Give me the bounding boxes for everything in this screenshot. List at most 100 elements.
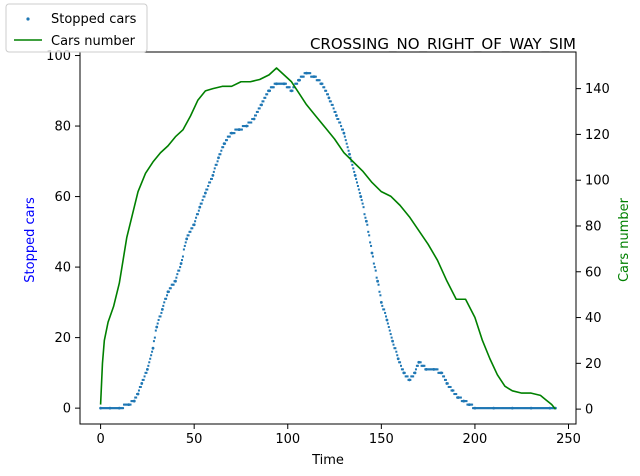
data-point-stopped-cars xyxy=(348,153,351,156)
data-point-stopped-cars xyxy=(389,333,392,336)
data-point-stopped-cars xyxy=(184,241,187,244)
data-point-stopped-cars xyxy=(200,202,203,205)
y-tick-label-left: 60 xyxy=(54,190,71,205)
data-point-stopped-cars xyxy=(260,103,263,106)
data-point-stopped-cars xyxy=(446,382,449,385)
y-axis-label-left: Stopped cars xyxy=(23,197,38,283)
data-point-stopped-cars xyxy=(206,188,209,191)
data-point-stopped-cars xyxy=(379,294,382,297)
y-tick-label-right: 80 xyxy=(585,219,602,234)
data-point-stopped-cars xyxy=(335,114,338,117)
y-tick-label-left: 40 xyxy=(54,261,71,276)
data-point-stopped-cars xyxy=(436,368,439,371)
data-point-stopped-cars xyxy=(359,195,362,198)
data-point-stopped-cars xyxy=(143,375,146,378)
data-point-stopped-cars xyxy=(198,206,201,209)
data-point-stopped-cars xyxy=(357,188,360,191)
data-point-stopped-cars xyxy=(150,354,153,357)
data-point-stopped-cars xyxy=(207,184,210,187)
data-point-stopped-cars xyxy=(355,177,358,180)
data-point-stopped-cars xyxy=(369,241,372,244)
data-point-stopped-cars xyxy=(256,110,259,113)
data-point-stopped-cars xyxy=(341,128,344,131)
data-point-stopped-cars xyxy=(443,375,446,378)
data-point-stopped-cars xyxy=(222,146,225,149)
data-point-stopped-cars xyxy=(325,89,328,92)
data-point-stopped-cars xyxy=(137,393,140,396)
data-point-stopped-cars xyxy=(364,216,367,219)
data-point-stopped-cars xyxy=(291,89,294,92)
data-point-stopped-cars xyxy=(133,400,136,403)
data-point-stopped-cars xyxy=(356,184,359,187)
data-point-stopped-cars xyxy=(272,86,275,89)
data-point-stopped-cars xyxy=(266,93,269,96)
data-point-stopped-cars xyxy=(250,121,253,124)
data-point-stopped-cars xyxy=(444,378,447,381)
data-point-stopped-cars xyxy=(323,86,326,89)
data-point-stopped-cars xyxy=(210,177,213,180)
data-point-stopped-cars xyxy=(258,107,261,110)
data-point-stopped-cars xyxy=(356,181,359,184)
data-point-stopped-cars xyxy=(386,322,389,325)
x-tick-label: 250 xyxy=(556,432,581,447)
y-tick-label-left: 20 xyxy=(54,331,71,346)
y-tick-label-left: 0 xyxy=(63,402,71,417)
data-point-stopped-cars xyxy=(318,79,321,82)
data-point-stopped-cars xyxy=(179,266,182,269)
data-point-stopped-cars xyxy=(358,192,361,195)
data-point-stopped-cars xyxy=(262,100,265,103)
data-point-stopped-cars xyxy=(347,149,350,152)
data-point-stopped-cars xyxy=(373,266,376,269)
chart-title: CROSSING_NO_RIGHT_OF_WAY_SIM xyxy=(310,35,576,54)
data-point-stopped-cars xyxy=(416,364,419,367)
data-point-stopped-cars xyxy=(441,371,444,374)
data-point-stopped-cars xyxy=(331,103,334,106)
y-tick-label-right: 20 xyxy=(585,357,602,372)
data-point-stopped-cars xyxy=(176,273,179,276)
data-point-stopped-cars xyxy=(152,347,154,350)
data-point-stopped-cars xyxy=(155,326,158,329)
data-point-stopped-cars xyxy=(146,368,149,371)
data-point-stopped-cars xyxy=(414,371,417,374)
data-point-stopped-cars xyxy=(296,82,299,85)
data-point-stopped-cars xyxy=(465,400,468,403)
data-point-stopped-cars xyxy=(423,364,426,367)
y-tick-label-right: 120 xyxy=(585,128,610,143)
data-point-stopped-cars xyxy=(219,153,222,156)
data-point-stopped-cars xyxy=(367,230,370,233)
data-point-stopped-cars xyxy=(264,96,267,99)
data-point-stopped-cars xyxy=(327,93,329,96)
data-point-stopped-cars xyxy=(377,283,380,286)
data-point-stopped-cars xyxy=(399,361,402,364)
data-point-stopped-cars xyxy=(178,269,181,272)
x-tick-label: 200 xyxy=(463,432,488,447)
data-point-stopped-cars xyxy=(195,216,198,219)
data-point-stopped-cars xyxy=(471,403,474,406)
data-point-stopped-cars xyxy=(365,220,368,223)
data-point-stopped-cars xyxy=(374,269,377,272)
data-point-stopped-cars xyxy=(169,287,172,290)
data-point-stopped-cars xyxy=(135,396,138,399)
data-point-stopped-cars xyxy=(361,202,364,205)
y-tick-label-right: 0 xyxy=(585,403,593,418)
data-point-stopped-cars xyxy=(332,107,335,110)
legend: Stopped cars Cars number xyxy=(5,3,148,53)
data-point-stopped-cars xyxy=(392,343,395,346)
data-point-stopped-cars xyxy=(159,315,162,318)
data-point-stopped-cars xyxy=(172,283,175,286)
data-point-stopped-cars xyxy=(137,389,140,392)
x-tick-label: 100 xyxy=(275,432,300,447)
data-point-stopped-cars xyxy=(240,128,243,131)
data-point-stopped-cars xyxy=(187,234,190,237)
data-point-stopped-cars xyxy=(162,304,165,307)
data-point-stopped-cars xyxy=(213,167,216,170)
data-point-stopped-cars xyxy=(215,163,218,166)
y-tick-label-right: 100 xyxy=(585,174,610,189)
x-tick-label: 50 xyxy=(186,432,203,447)
data-point-stopped-cars xyxy=(203,195,206,198)
data-point-stopped-cars xyxy=(163,301,166,304)
data-point-stopped-cars xyxy=(390,336,393,339)
data-point-stopped-cars xyxy=(412,375,415,378)
legend-marker-stopped-cars xyxy=(26,17,30,21)
data-point-stopped-cars xyxy=(139,385,142,388)
